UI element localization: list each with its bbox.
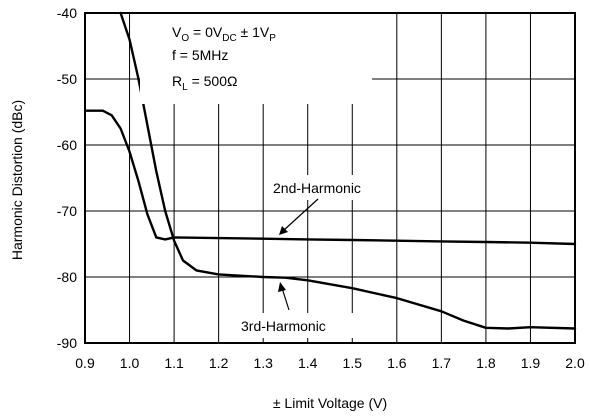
- label-mask-2nd: [265, 175, 395, 200]
- y-tick-label: -50: [57, 71, 77, 87]
- arrow-3rd-harmonic: [281, 287, 290, 311]
- arrow-2nd-harmonic: [283, 198, 319, 231]
- y-tick-label: -70: [57, 203, 77, 219]
- arrowhead-2nd-harmonic: [279, 226, 288, 235]
- x-tick-label: 1.3: [253, 355, 273, 371]
- condition-vo: VO = 0VDC ± 1VP: [172, 24, 276, 44]
- plot-frame: [84, 12, 576, 344]
- x-tick-label: 1.5: [343, 355, 363, 371]
- x-tick-label: 1.6: [387, 355, 407, 371]
- series-line-3rd-harmonic: [119, 11, 577, 330]
- x-tick-label: 0.9: [75, 355, 95, 371]
- series-label-2nd-harmonic: 2nd-Harmonic: [273, 180, 361, 196]
- y-tick-label: -90: [57, 335, 77, 351]
- y-axis-label: Harmonic Distortion (dBc): [9, 100, 25, 260]
- x-tick-label: 1.1: [164, 355, 184, 371]
- label-mask-3rd: [237, 313, 359, 338]
- y-tick-label: -40: [57, 5, 77, 21]
- x-tick-label: 1.4: [298, 355, 318, 371]
- x-tick-label: 1.2: [209, 355, 229, 371]
- condition-rl: RL = 500Ω: [172, 73, 237, 93]
- condition-frequency: f = 5MHz: [172, 47, 228, 63]
- x-tick-label: 1.8: [476, 355, 496, 371]
- series-layer: [83, 11, 577, 330]
- arrowhead-3rd-harmonic: [278, 282, 286, 292]
- y-tick-label: -80: [57, 269, 77, 285]
- conditions-box-mask: [140, 13, 372, 104]
- y-tick-label: -60: [57, 137, 77, 153]
- series-label-3rd-harmonic: 3rd-Harmonic: [241, 318, 326, 334]
- x-tick-label: 1.7: [432, 355, 452, 371]
- x-tick-label: 1.9: [521, 355, 541, 371]
- tick-labels: 0.9 1.0 1.1 1.2 1.3 1.4 1.5 1.6 1.7 1.8 1.9 2.0 -40 -…: [57, 5, 585, 371]
- x-tick-label: 2.0: [565, 355, 585, 371]
- x-axis-label: ± Limit Voltage (V): [273, 395, 387, 411]
- x-tick-label: 1.0: [120, 355, 140, 371]
